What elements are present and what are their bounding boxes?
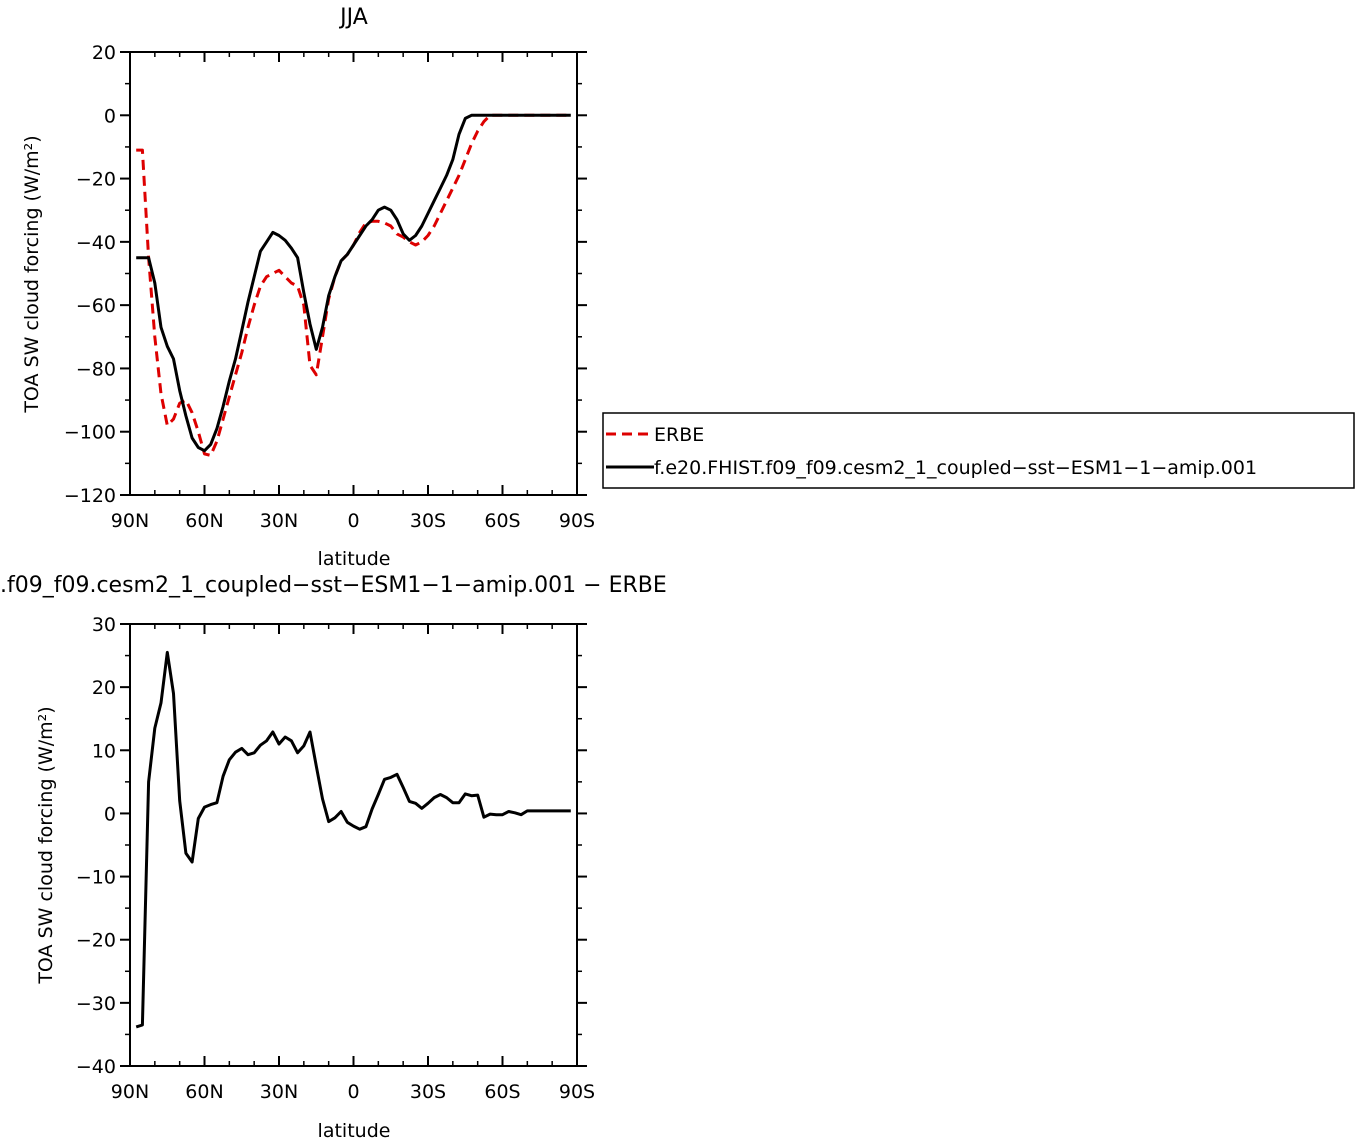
y-tick-label: −80 <box>76 358 116 380</box>
x-tick-label: 90N <box>111 1081 149 1103</box>
bottom-chart: .f09_f09.cesm2_1_coupled−sst−ESM1−1−amip… <box>0 573 667 1142</box>
top-chart: JJA 90N 60N 30N 0 30S 60S 90S −120 −100 −80 −60 −40… <box>21 5 1355 570</box>
x-tick-label: 30N <box>260 510 298 532</box>
x-tick-label: 60S <box>484 510 520 532</box>
y-tick-label: −40 <box>76 1056 116 1078</box>
series-line-model <box>135 650 571 1029</box>
series-line-model <box>136 113 571 453</box>
y-tick-label: −60 <box>76 295 116 317</box>
x-tick-label: 0 <box>347 510 359 532</box>
y-tick-label: 20 <box>92 42 116 64</box>
y-tick-label: −10 <box>76 867 116 889</box>
x-tick-label: 90N <box>111 510 149 532</box>
x-tick-label: 60S <box>484 1081 520 1103</box>
legend-entry-model: f.e20.FHIST.f09_f09.cesm2_1_coupled−sst−… <box>654 457 1257 479</box>
x-axis-label: latitude <box>318 1120 391 1142</box>
y-axis-label: TOA SW cloud forcing (W/m²) <box>21 135 43 413</box>
legend-box <box>602 412 1355 489</box>
legend-entry-erbe: ERBE <box>654 424 704 446</box>
x-tick-label: 90S <box>559 510 595 532</box>
y-tick-label: 20 <box>92 677 116 699</box>
x-tick-label: 60N <box>185 510 223 532</box>
y-tick-label: −20 <box>76 930 116 952</box>
x-tick-label: 90S <box>559 1081 595 1103</box>
plot-frame <box>129 623 578 1067</box>
y-tick-label: −40 <box>76 232 116 254</box>
x-tick-label: 30S <box>410 1081 446 1103</box>
y-tick-label: 30 <box>92 614 116 636</box>
x-tick-label: 0 <box>347 1081 359 1103</box>
y-tick-label: −120 <box>64 485 116 507</box>
chart-title: JJA <box>338 5 368 30</box>
y-tick-label: −100 <box>64 422 116 444</box>
x-tick-label: 30N <box>260 1081 298 1103</box>
y-axis-label: TOA SW cloud forcing (W/m²) <box>35 706 57 984</box>
y-tick-label: 10 <box>92 740 116 762</box>
plot-frame <box>129 51 578 496</box>
x-axis-label: latitude <box>318 548 391 570</box>
y-tick-label: 0 <box>104 803 116 825</box>
x-tick-label: 30S <box>410 510 446 532</box>
chart-title: .f09_f09.cesm2_1_coupled−sst−ESM1−1−amip… <box>0 573 667 598</box>
series-line-erbe <box>136 113 571 457</box>
x-tick-label: 60N <box>185 1081 223 1103</box>
y-tick-label: 0 <box>104 105 116 127</box>
legend: ERBE f.e20.FHIST.f09_f09.cesm2_1_coupled… <box>602 412 1355 489</box>
y-tick-label: −30 <box>76 993 116 1015</box>
y-tick-label: −20 <box>76 169 116 191</box>
